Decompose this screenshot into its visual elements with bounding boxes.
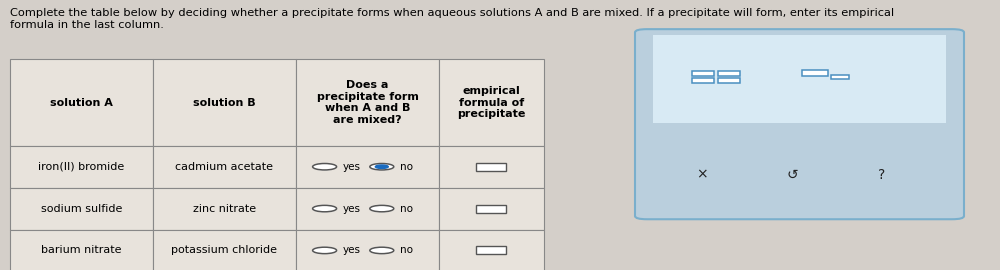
Text: ↺: ↺ <box>786 168 798 182</box>
Circle shape <box>313 163 337 170</box>
Text: no: no <box>400 162 413 172</box>
FancyBboxPatch shape <box>476 163 506 171</box>
FancyBboxPatch shape <box>802 69 828 76</box>
Circle shape <box>370 247 394 254</box>
Text: sodium sulfide: sodium sulfide <box>41 204 122 214</box>
FancyBboxPatch shape <box>10 146 153 188</box>
FancyBboxPatch shape <box>831 75 849 79</box>
Text: solution A: solution A <box>50 97 113 108</box>
FancyBboxPatch shape <box>153 230 296 270</box>
FancyBboxPatch shape <box>296 59 439 146</box>
Text: yes: yes <box>343 245 361 255</box>
Text: Does a
precipitate form
when A and B
are mixed?: Does a precipitate form when A and B are… <box>317 80 418 125</box>
Circle shape <box>375 165 388 168</box>
Text: no: no <box>400 245 413 255</box>
FancyBboxPatch shape <box>153 188 296 230</box>
Circle shape <box>370 163 394 170</box>
FancyBboxPatch shape <box>10 59 153 146</box>
FancyBboxPatch shape <box>718 70 740 76</box>
Text: empirical
formula of
precipitate: empirical formula of precipitate <box>457 86 526 119</box>
Text: Complete the table below by deciding whether a precipitate forms when aqueous so: Complete the table below by deciding whe… <box>10 8 894 30</box>
Text: yes: yes <box>343 204 361 214</box>
FancyBboxPatch shape <box>296 146 439 188</box>
Text: yes: yes <box>343 162 361 172</box>
FancyBboxPatch shape <box>153 146 296 188</box>
Text: iron(II) bromide: iron(II) bromide <box>38 162 125 172</box>
FancyBboxPatch shape <box>296 188 439 230</box>
FancyBboxPatch shape <box>692 77 714 83</box>
Text: barium nitrate: barium nitrate <box>41 245 122 255</box>
FancyBboxPatch shape <box>718 77 740 83</box>
FancyBboxPatch shape <box>653 35 946 123</box>
Text: cadmium acetate: cadmium acetate <box>175 162 274 172</box>
FancyBboxPatch shape <box>153 59 296 146</box>
FancyBboxPatch shape <box>439 146 544 188</box>
Circle shape <box>313 205 337 212</box>
Text: zinc nitrate: zinc nitrate <box>193 204 256 214</box>
FancyBboxPatch shape <box>439 59 544 146</box>
FancyBboxPatch shape <box>476 205 506 213</box>
FancyBboxPatch shape <box>296 230 439 270</box>
Text: solution B: solution B <box>193 97 256 108</box>
Text: ?: ? <box>878 168 886 182</box>
FancyBboxPatch shape <box>439 230 544 270</box>
Text: ×: × <box>696 168 708 182</box>
FancyBboxPatch shape <box>635 29 964 219</box>
FancyBboxPatch shape <box>10 188 153 230</box>
Circle shape <box>313 247 337 254</box>
Text: potassium chloride: potassium chloride <box>172 245 278 255</box>
FancyBboxPatch shape <box>476 246 506 254</box>
FancyBboxPatch shape <box>692 70 714 76</box>
Text: no: no <box>400 204 413 214</box>
Circle shape <box>370 205 394 212</box>
FancyBboxPatch shape <box>10 230 153 270</box>
FancyBboxPatch shape <box>439 188 544 230</box>
